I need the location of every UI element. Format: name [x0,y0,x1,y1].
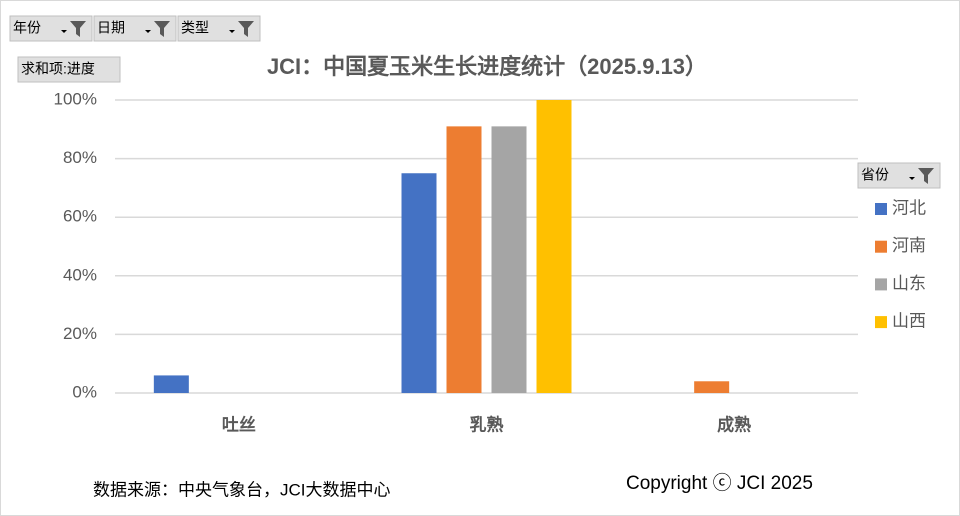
chart-title: JCI：中国夏玉米生长进度统计（2025.9.13） [267,54,707,79]
filter-label: 类型 [181,20,209,36]
legend-label: 山东 [892,274,926,293]
bar [536,100,572,393]
x-tick-label: 成熟 [717,414,751,434]
filter-label: 日期 [97,20,125,36]
filter-icon [154,21,170,37]
y-tick-label: 60% [63,207,97,226]
source-note: 数据来源：中央气象台，JCI大数据中心 [93,480,391,499]
y-tick-label: 80% [63,148,97,167]
filter-icon [70,21,86,37]
filter-label: 省份 [861,167,889,183]
bar [401,173,437,393]
legend-swatch [875,278,887,291]
legend-label: 河南 [892,236,926,255]
dropdown-arrow [145,30,151,33]
dropdown-arrow [229,30,235,33]
y-tick-label: 20% [63,324,97,343]
y-tick-label: 0% [72,382,97,401]
filter-label: 求和项:进度 [21,61,95,77]
bar [491,126,527,394]
bar [694,381,730,393]
y-tick-label: 100% [54,89,97,108]
filter-label: 年份 [13,20,41,36]
x-tick-label: 乳熟 [470,414,504,434]
legend-swatch [875,203,887,215]
legend-swatch [875,316,887,329]
filter-icon [238,21,254,37]
dropdown-arrow [909,177,915,180]
y-tick-label: 40% [63,265,97,284]
filter-button[interactable] [17,56,121,83]
dropdown-arrow [61,30,67,33]
x-tick-label: 吐丝 [222,414,256,434]
legend-swatch [875,240,887,253]
legend-label: 河北 [892,198,926,217]
bar [446,126,482,394]
legend-label: 山西 [892,312,926,331]
copyright: Copyright ⓒ JCI 2025 [626,472,813,494]
bar [153,375,189,393]
filter-icon [918,168,934,184]
